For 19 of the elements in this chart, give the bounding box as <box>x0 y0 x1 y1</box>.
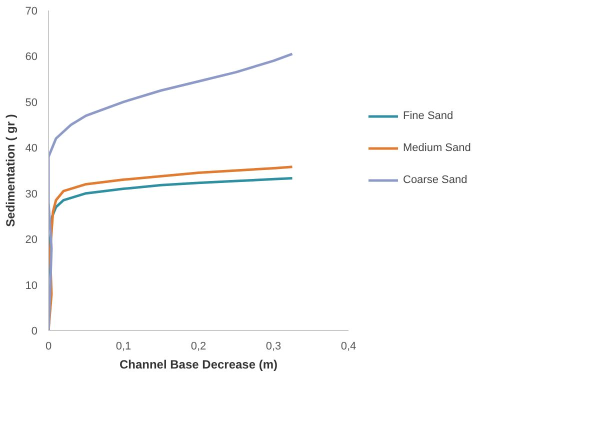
y-tick-label: 40 <box>25 142 38 155</box>
legend-label: Coarse Sand <box>403 174 468 186</box>
x-tick-label: 0,1 <box>116 340 132 352</box>
x-axis-title: Channel Base Decrease (m) <box>119 358 278 372</box>
line-series <box>48 52 294 330</box>
y-axis-title: Sedimentation ( gr ) <box>3 114 18 227</box>
y-tick-label: 0 <box>31 326 38 338</box>
x-tick-label: 0 <box>45 340 52 352</box>
x-tick-label: 0,2 <box>190 340 206 352</box>
y-tick-label: 20 <box>25 234 38 246</box>
x-tick-label: 0,4 <box>340 340 356 352</box>
y-tick-label: 10 <box>25 280 38 292</box>
y-tick-label: 70 <box>25 6 38 18</box>
y-tick-label: 50 <box>25 96 38 109</box>
legend-label: Medium Sand <box>403 142 471 154</box>
x-tick-label: 0,3 <box>266 340 282 352</box>
y-tick-label: 60 <box>25 51 38 64</box>
legend-label: Fine Sand <box>403 110 454 122</box>
y-tick-label: 30 <box>25 188 38 200</box>
